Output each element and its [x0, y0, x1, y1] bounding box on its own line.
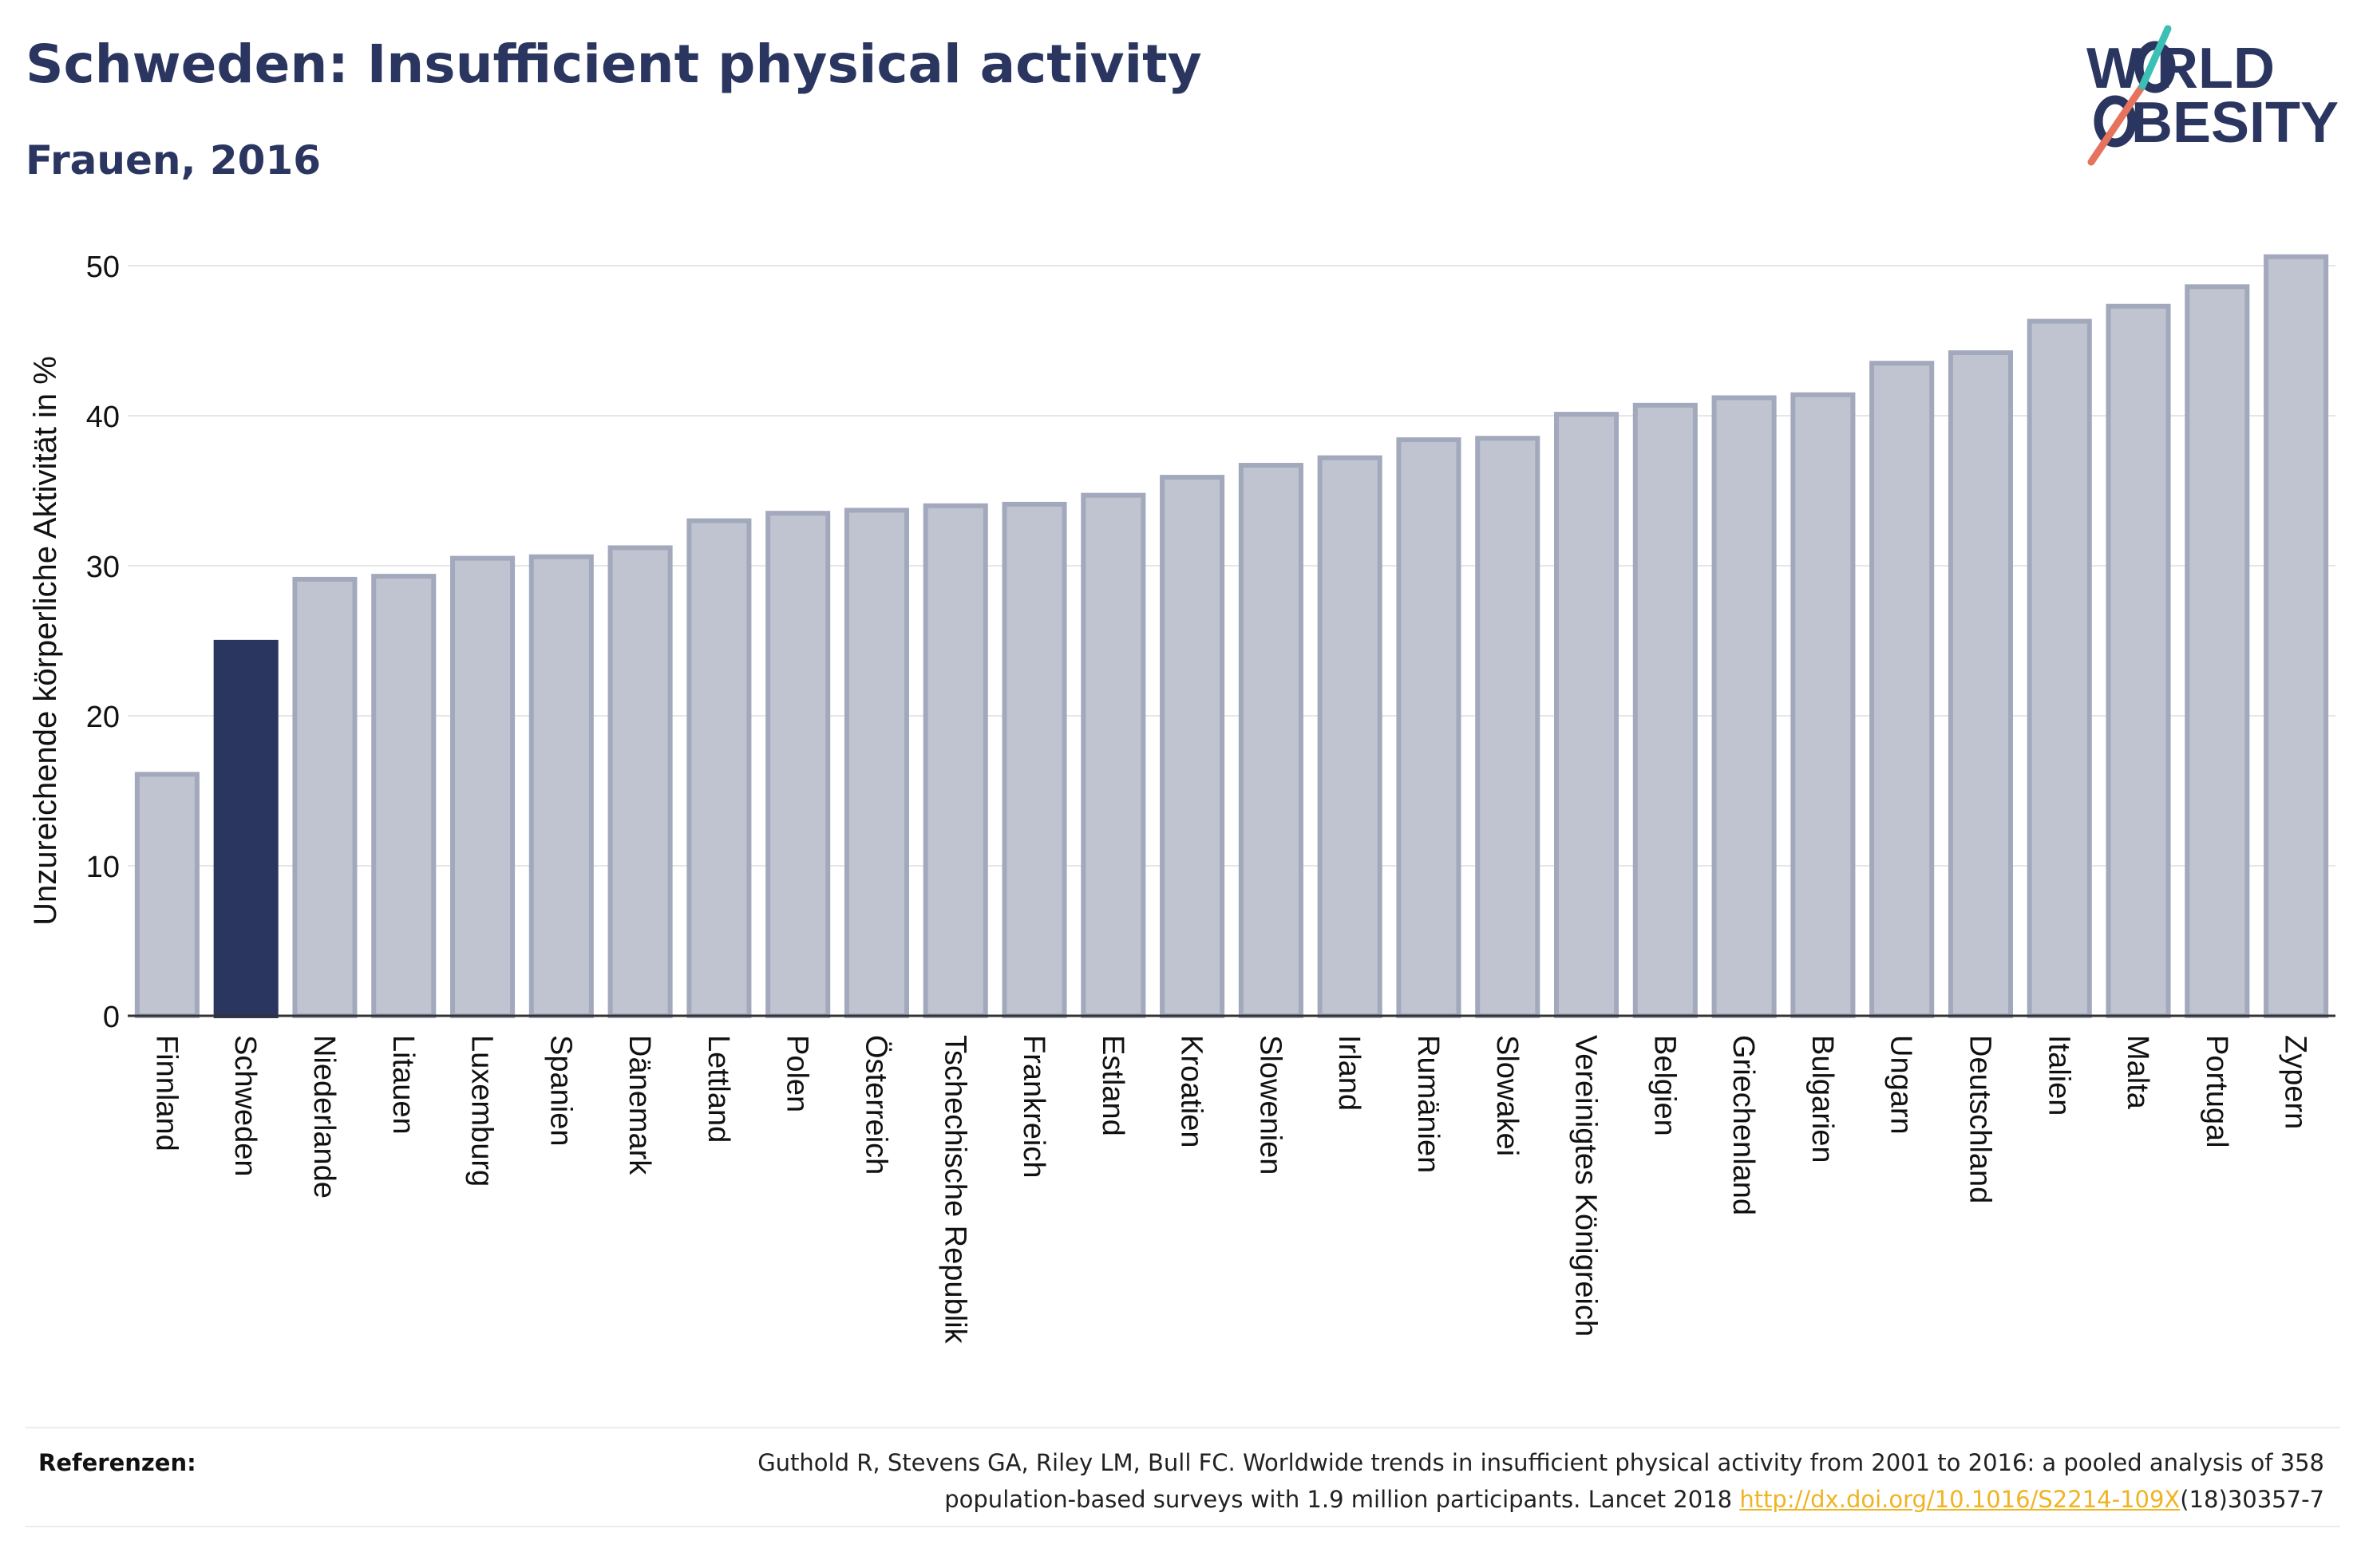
bar-slowenien[interactable] [1238, 463, 1303, 1018]
bar-bulgarien[interactable] [1790, 392, 1856, 1018]
bar-frankreich[interactable] [1002, 501, 1067, 1018]
bar-niederlande[interactable] [292, 576, 358, 1018]
x-tick-label: Slowakei [1490, 1035, 1524, 1156]
x-tick-label: Deutschland [1963, 1035, 1996, 1203]
x-tick-label: Österreich [859, 1035, 892, 1175]
bar-chart: 0 10 20 30 40 50 Finnland Schweden Niederlande L… [28, 251, 2335, 1345]
bar-griechenland[interactable] [1711, 395, 1777, 1018]
logo-letter-o-2 [2094, 95, 2137, 148]
x-tick-label: Tschechische Republik [938, 1035, 971, 1345]
bar-deutschland[interactable] [1948, 350, 2014, 1019]
x-tick-label: Finnland [149, 1035, 183, 1151]
bar-italien[interactable] [2027, 318, 2092, 1018]
bar-zypern[interactable] [2264, 254, 2329, 1019]
x-tick-label: Slowenien [1253, 1035, 1287, 1175]
bar-malta[interactable] [2106, 303, 2171, 1018]
world-obesity-logo: W RLD BESITY [2086, 25, 2339, 166]
footer-divider-bottom [26, 1526, 2340, 1527]
bar-belgien[interactable] [1632, 402, 1698, 1018]
logo-word-obesity: BESITY [2131, 91, 2339, 155]
footer-divider-top [26, 1427, 2340, 1428]
x-tick-label: Niederlande [307, 1035, 341, 1199]
reference-line-1: Guthold R, Stevens GA, Riley LM, Bull FC… [757, 1449, 2324, 1476]
x-tick-label: Rumänien [1411, 1035, 1445, 1173]
y-tick-label: 10 [86, 851, 120, 884]
y-axis-ticks: 0 10 20 30 40 50 [86, 251, 120, 1034]
reference-doi-link[interactable]: http://dx.doi.org/10.1016/S2214-109X [1739, 1486, 2181, 1513]
bar-finnland[interactable] [134, 772, 200, 1018]
x-tick-label: Italien [2042, 1035, 2075, 1116]
x-tick-label: Dänemark [623, 1035, 656, 1175]
bar-österreich[interactable] [844, 508, 910, 1018]
x-tick-label: Zypern [2279, 1035, 2312, 1129]
x-axis-labels: Finnland Schweden Niederlande Litauen Luxemb… [149, 1035, 2312, 1345]
logo-slash-bottom [2087, 82, 2146, 166]
bar-estland[interactable] [1081, 492, 1146, 1018]
bar-irland[interactable] [1317, 455, 1382, 1018]
reference-line-2: population-based surveys with 1.9 millio… [944, 1486, 1740, 1513]
x-tick-label: Spanien [544, 1035, 577, 1146]
y-axis-label: Unzureichende körperliche Aktivität in % [28, 356, 63, 926]
x-tick-label: Frankreich [1017, 1035, 1050, 1179]
bar-slowakei[interactable] [1475, 436, 1540, 1018]
y-tick-label: 30 [86, 551, 120, 584]
y-tick-label: 20 [86, 701, 120, 734]
bar-dänemark[interactable] [607, 545, 673, 1018]
x-tick-label: Belgien [1647, 1035, 1681, 1136]
x-tick-label: Estland [1096, 1035, 1129, 1136]
bar-tschechische-republik[interactable] [923, 503, 988, 1018]
x-tick-label: Malta [2121, 1035, 2154, 1110]
bar-lettland[interactable] [686, 518, 752, 1018]
x-tick-label: Vereinigtes Königreich [1569, 1035, 1603, 1337]
x-tick-label: Luxemburg [465, 1035, 499, 1187]
chart-subtitle: Frauen, 2016 [26, 137, 322, 184]
bar-rumänien[interactable] [1396, 437, 1461, 1018]
x-tick-label: Lettland [702, 1035, 735, 1143]
x-tick-label: Polen [781, 1035, 814, 1112]
x-tick-label: Portugal [2200, 1035, 2233, 1148]
reference-line-2-end: (18)30357-7 [2180, 1486, 2324, 1513]
bar-litauen[interactable] [371, 574, 437, 1018]
bar-portugal[interactable] [2185, 284, 2250, 1018]
y-tick-label: 50 [86, 251, 120, 284]
bar-kroatien[interactable] [1160, 475, 1225, 1018]
logo-letter-o [2134, 41, 2176, 93]
bar-ungarn[interactable] [1869, 361, 1935, 1018]
y-tick-label: 40 [86, 401, 120, 434]
logo-word-world: W RLD [2086, 37, 2275, 101]
bar-polen[interactable] [765, 511, 831, 1018]
x-tick-label: Schweden [228, 1035, 262, 1176]
bar-schweden[interactable] [213, 639, 279, 1018]
bar-spanien[interactable] [528, 554, 594, 1018]
x-tick-label: Bulgarien [1805, 1035, 1839, 1163]
references-text: Guthold R, Stevens GA, Riley LM, Bull FC… [488, 1444, 2324, 1518]
x-tick-label: Ungarn [1884, 1035, 1918, 1135]
bar-vereinigtes-königreich[interactable] [1553, 412, 1619, 1018]
x-tick-label: Griechenland [1726, 1035, 1760, 1215]
x-tick-label: Kroatien [1175, 1035, 1208, 1148]
y-tick-label: 0 [103, 1001, 120, 1034]
logo-slash-top [2138, 25, 2172, 90]
x-tick-label: Irland [1332, 1035, 1366, 1111]
references-label: Referenzen: [38, 1449, 196, 1476]
bars-layer [134, 254, 2329, 1019]
x-tick-label: Litauen [386, 1035, 420, 1135]
chart-title: Schweden: Insufficient physical activity [26, 34, 1202, 95]
bar-luxemburg[interactable] [449, 555, 516, 1018]
